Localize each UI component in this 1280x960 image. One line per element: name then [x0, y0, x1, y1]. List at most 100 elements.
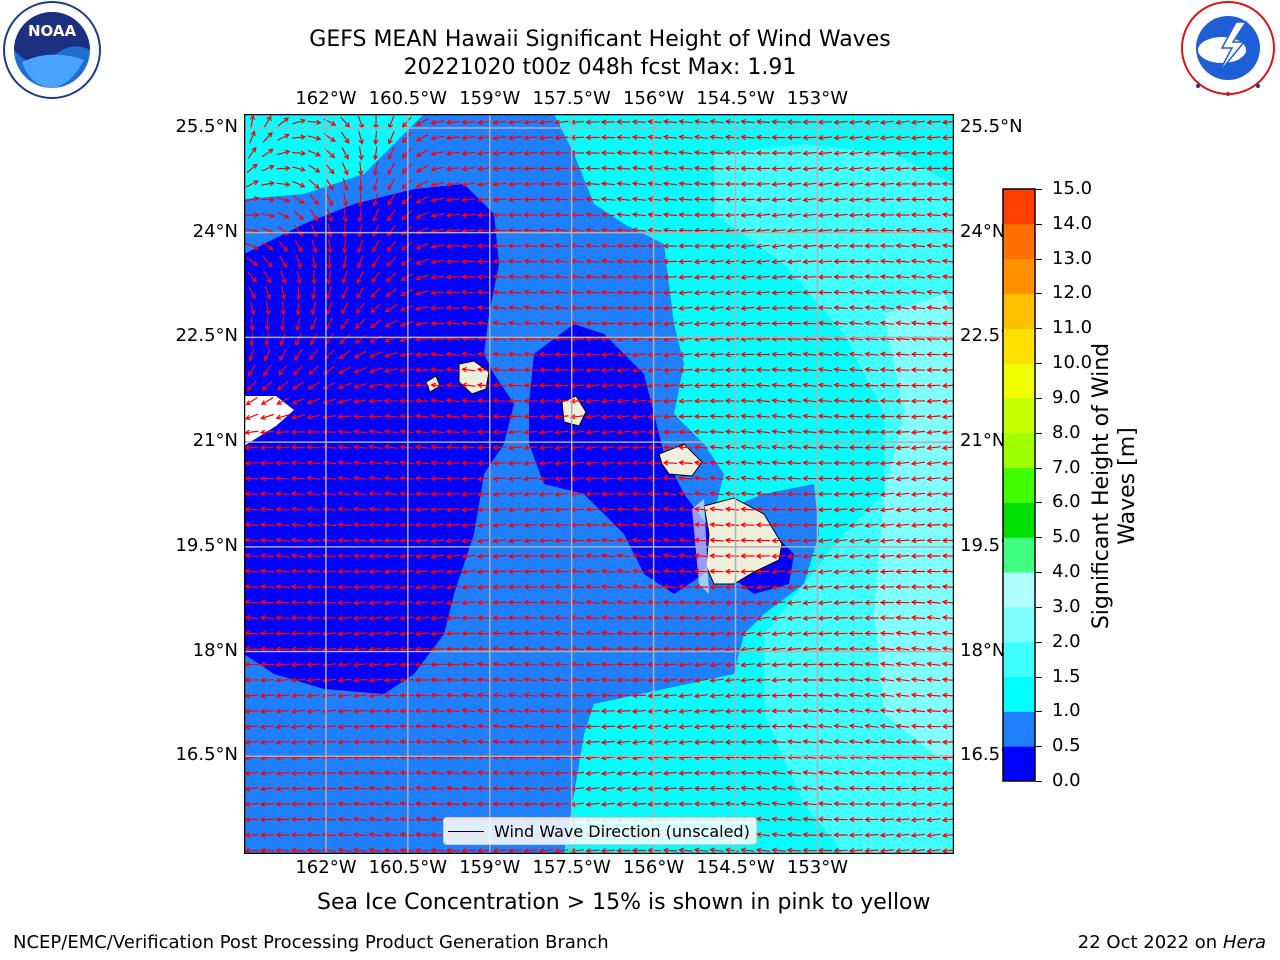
- colorbar-tick-label: 0.5: [1052, 735, 1081, 757]
- colorbar-segment: [1003, 572, 1035, 608]
- island-molokai-maui: [658, 443, 703, 477]
- colorbar-tick-mark: [1036, 258, 1042, 260]
- colorbar-tick-label: 2.0: [1052, 630, 1081, 652]
- colorbar-tick-mark: [1036, 328, 1042, 330]
- colorbar-segment: [1003, 432, 1035, 469]
- colorbar-tick-mark: [1036, 397, 1042, 399]
- footer-left: NCEP/EMC/Verification Post Processing Pr…: [13, 932, 609, 953]
- colorbar-tick-label: 1.5: [1052, 665, 1081, 687]
- lat-tick-right: 21°N: [960, 430, 1006, 452]
- grid-lines: [244, 114, 954, 854]
- map-frame: [244, 114, 954, 854]
- colorbar-tick-mark: [1036, 676, 1042, 678]
- colorbar-label: Significant Height of Wind Waves [m]: [1089, 343, 1141, 629]
- lon-tick-top: 154.5°W: [696, 88, 775, 109]
- colorbar-tick-label: 8.0: [1052, 421, 1081, 443]
- lon-tick-bottom: 162°W: [295, 857, 357, 878]
- colorbar-segment: [1003, 746, 1035, 782]
- colorbar-tick-label: 1.0: [1052, 700, 1081, 722]
- colorbar-tick-mark: [1036, 746, 1042, 748]
- colorbar-segment: [1003, 293, 1035, 329]
- colorbar-tick-label: 14.0: [1052, 212, 1093, 234]
- lon-tick-top: 153°W: [786, 88, 849, 109]
- map-legend: Wind Wave Direction (unscaled): [443, 817, 757, 845]
- colorbar-segment: [1003, 328, 1035, 364]
- lon-tick-top: 156°W: [623, 88, 685, 109]
- colorbar-tick-mark: [1036, 781, 1042, 782]
- lat-tick-left: 25.5°N: [175, 115, 238, 137]
- footer-machine: Hera: [1222, 932, 1266, 953]
- colorbar-tick-label: 9.0: [1052, 386, 1081, 408]
- colorbar-tick-mark: [1036, 537, 1042, 539]
- colorbar-tick-mark: [1036, 606, 1042, 608]
- colorbar-segment: [1003, 606, 1035, 643]
- colorbar-segment: [1003, 363, 1035, 399]
- colorbar-tick-label: 13.0: [1052, 247, 1093, 269]
- colorbar-tick-mark: [1036, 572, 1042, 574]
- lon-tick-bottom: 156°W: [623, 857, 685, 878]
- vector-field: [244, 114, 954, 854]
- colorbar-segment: [1003, 189, 1035, 225]
- lat-tick-left: 19.5°N: [175, 534, 238, 556]
- lat-tick-left: 22.5°N: [175, 325, 238, 347]
- colorbar-tick-label: 5.0: [1052, 526, 1081, 548]
- colorbar-tick-label: 10.0: [1052, 352, 1093, 374]
- colorbar-segment: [1003, 711, 1035, 747]
- lat-tick-right: 24°N: [960, 220, 1006, 242]
- colorbar: [1002, 188, 1036, 782]
- legend-line-swatch: [448, 831, 484, 832]
- colorbar-segment: [1003, 502, 1035, 538]
- lon-tick-bottom: 157.5°W: [532, 857, 611, 878]
- lon-tick-top: 162°W: [295, 88, 357, 109]
- colorbar-label-line2: Waves [m]: [1115, 427, 1140, 545]
- lon-tick-top: 157.5°W: [532, 88, 611, 109]
- lat-tick-left: 16.5°N: [175, 744, 238, 766]
- colorbar-tick-label: 0.0: [1052, 770, 1081, 791]
- colorbar-tick-mark: [1036, 189, 1042, 190]
- colorbar-tick-mark: [1036, 293, 1042, 295]
- lon-tick-bottom: 159°W: [459, 857, 521, 878]
- colorbar-tick-mark: [1036, 641, 1042, 643]
- map-subtitle: 20221020 t00z 048h fcst Max: 1.91: [403, 55, 797, 80]
- noaa-logo-text: NOAA: [28, 22, 77, 40]
- colorbar-tick-mark: [1036, 711, 1042, 713]
- lat-tick-left: 24°N: [192, 220, 238, 242]
- noaa-logo: NOAA: [3, 1, 101, 99]
- sea-ice-note: Sea Ice Concentration > 15% is shown in …: [317, 890, 931, 915]
- footer-right: 22 Oct 2022 on Hera: [1078, 932, 1266, 953]
- colorbar-tick-label: 11.0: [1052, 317, 1093, 339]
- colorbar-tick-label: 6.0: [1052, 491, 1081, 513]
- lon-tick-top: 160.5°W: [368, 88, 447, 109]
- lat-tick-right: 25.5°N: [960, 115, 1023, 137]
- colorbar-tick-label: 3.0: [1052, 595, 1081, 617]
- map-plot: [244, 114, 954, 854]
- colorbar-segment: [1003, 258, 1035, 294]
- colorbar-tick-mark: [1036, 363, 1042, 365]
- lon-tick-bottom: 153°W: [786, 857, 849, 878]
- field-pale-cyan: [874, 294, 954, 764]
- colorbar-segment: [1003, 641, 1035, 678]
- colorbar-tick-label: 7.0: [1052, 456, 1081, 478]
- colorbar-label-line1: Significant Height of Wind: [1089, 342, 1114, 630]
- colorbar-segment: [1003, 537, 1035, 573]
- lon-tick-top: 159°W: [459, 88, 521, 109]
- colorbar-segment: [1003, 397, 1035, 434]
- island-oahu: [561, 395, 587, 427]
- colorbar-tick-mark: [1036, 223, 1042, 225]
- lon-tick-bottom: 160.5°W: [368, 857, 447, 878]
- colorbar-tick-mark: [1036, 432, 1042, 434]
- lat-tick-left: 21°N: [192, 430, 238, 452]
- colorbar-segment: [1003, 467, 1035, 503]
- colorbar-tick-mark: [1036, 467, 1042, 469]
- lat-tick-left: 18°N: [192, 639, 238, 661]
- colorbar-tick-label: 4.0: [1052, 561, 1081, 583]
- colorbar-tick-label: 15.0: [1052, 178, 1093, 199]
- colorbar-tick-mark: [1036, 502, 1042, 504]
- lat-tick-right: 18°N: [960, 639, 1006, 661]
- colorbar-segment: [1003, 223, 1035, 260]
- legend-label: Wind Wave Direction (unscaled): [494, 822, 750, 841]
- nws-logo: [1181, 1, 1275, 96]
- colorbar-tick-label: 12.0: [1052, 282, 1093, 304]
- lon-tick-bottom: 154.5°W: [696, 857, 775, 878]
- land-edge-west: [244, 396, 294, 446]
